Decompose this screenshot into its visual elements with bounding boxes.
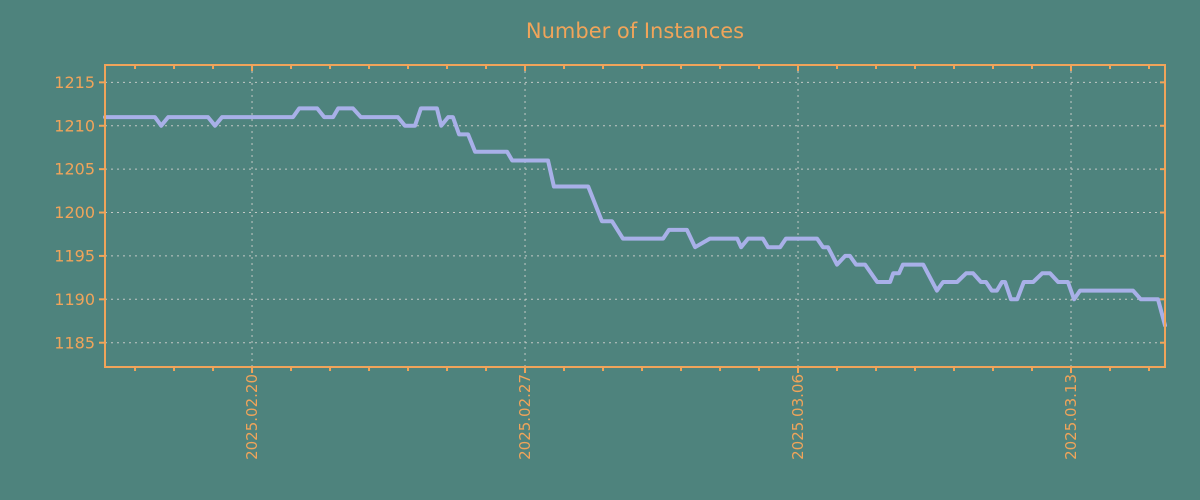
axes-border-and-ticks (99, 64, 1166, 373)
plot-border (104, 64, 1166, 368)
x-tick-label: 2025.02.27 (516, 374, 534, 460)
series-line (103, 106, 1167, 328)
y-tick-label: 1185 (54, 333, 95, 352)
y-tick-label: 1210 (54, 116, 95, 135)
series-instances (103, 106, 1167, 328)
y-tick-label: 1200 (54, 203, 95, 222)
y-tick-label: 1195 (54, 247, 95, 266)
x-tick-label: 2025.03.06 (789, 374, 807, 460)
tick-labels: 1185 1190 1195 1200 1205 1210 1215 2025.02.20 20… (54, 73, 1080, 460)
x-tick-label: 2025.02.20 (243, 374, 261, 460)
y-tick-label: 1205 (54, 160, 95, 179)
x-tick-label: 2025.03.13 (1062, 374, 1080, 460)
y-tick-label: 1190 (54, 290, 95, 309)
y-tick-label: 1215 (54, 73, 95, 92)
chart-title: Number of Instances (526, 19, 744, 43)
gridlines (105, 65, 1165, 367)
